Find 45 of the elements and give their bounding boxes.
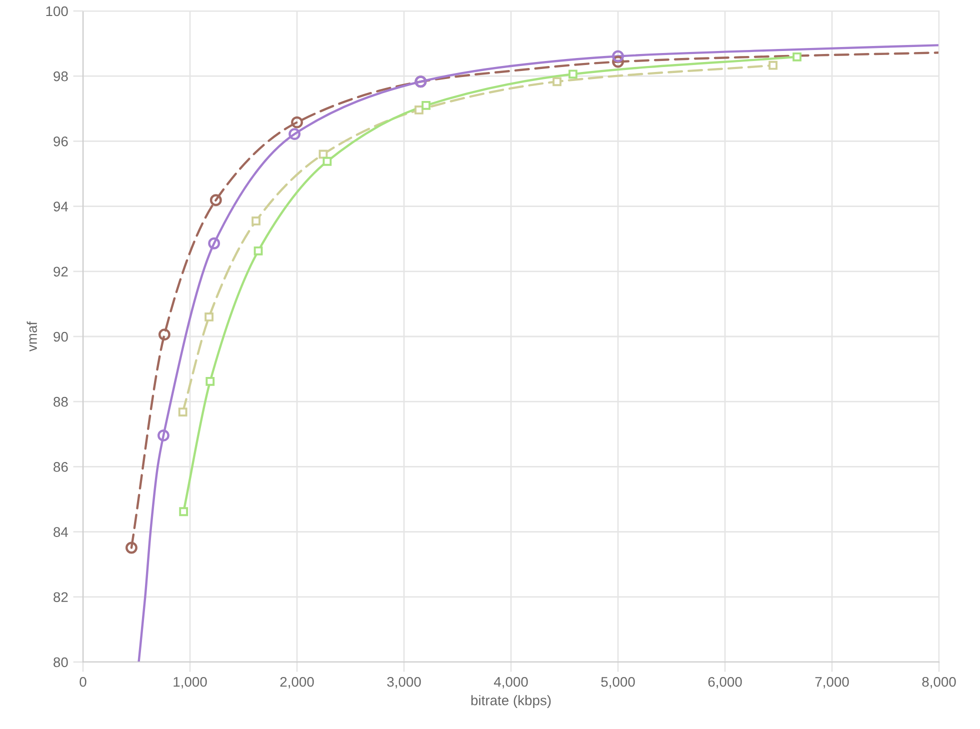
point: [178, 408, 188, 416]
y-tick-label: 88: [54, 396, 68, 407]
point: [126, 542, 138, 554]
point: [208, 237, 220, 250]
x-tick-label: 4,000: [494, 676, 528, 688]
point: [157, 429, 170, 442]
point: [414, 106, 424, 114]
x-tick-label: 6,000: [708, 676, 742, 688]
x-tick-label: 7,000: [815, 676, 849, 688]
y-tick-label: 98: [54, 71, 68, 82]
point: [612, 56, 624, 68]
y-tick-label: 86: [54, 462, 68, 472]
point: [252, 216, 260, 226]
point: [206, 376, 215, 386]
x-tick-label: 3,000: [387, 676, 421, 688]
y-tick-label: 82: [54, 592, 68, 602]
point: [552, 77, 562, 86]
point: [291, 116, 303, 128]
y-tick-label: 94: [54, 202, 68, 212]
y-axis-title: vmaf: [26, 321, 37, 352]
point: [210, 194, 222, 206]
x-tick-label: 2,000: [280, 676, 314, 688]
x-axis-title: bitrate (kbps): [471, 695, 551, 708]
x-tick-label: 1,000: [174, 676, 207, 688]
x-tick-label: 5,000: [601, 676, 635, 688]
y-tick-label: 84: [54, 527, 68, 537]
point: [612, 50, 624, 62]
x-tick-label: 0: [80, 676, 86, 687]
point: [158, 328, 170, 341]
y-tick-label: 96: [54, 136, 68, 146]
x-tick-label: 8,000: [922, 676, 956, 688]
y-tick-label: 92: [54, 266, 68, 277]
point: [792, 52, 802, 62]
y-tick-label: 90: [54, 332, 68, 342]
y-tick-label: 100: [46, 6, 68, 16]
point: [322, 156, 332, 166]
point: [179, 507, 188, 516]
point: [568, 70, 578, 79]
line-series: [138, 44, 939, 662]
point: [288, 128, 301, 140]
y-tick-label: 80: [54, 657, 68, 668]
point: [204, 312, 214, 322]
point: [768, 60, 778, 70]
point: [422, 100, 430, 110]
point: [254, 246, 263, 256]
